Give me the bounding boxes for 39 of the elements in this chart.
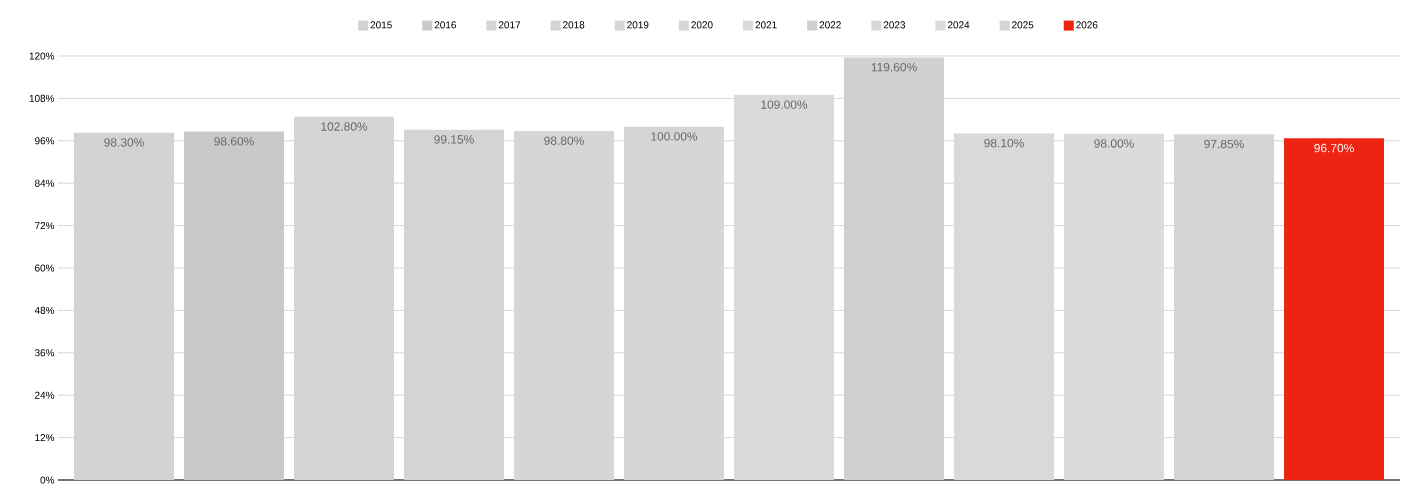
y-tick-label: 12% bbox=[35, 434, 55, 442]
legend-label: 2022 bbox=[819, 21, 841, 29]
legend-label: 2025 bbox=[1012, 21, 1034, 29]
data-label: 119.60% bbox=[871, 62, 917, 72]
y-tick-label: 96% bbox=[35, 137, 55, 145]
legend-label: 2019 bbox=[627, 21, 649, 29]
data-label: 109.00% bbox=[761, 100, 808, 109]
data-label: 98.80% bbox=[544, 136, 584, 145]
data-label: 100.00% bbox=[651, 132, 698, 141]
legend-label: 2016 bbox=[434, 21, 456, 29]
y-tick-label: 108% bbox=[29, 94, 55, 102]
data-label: 98.60% bbox=[214, 137, 254, 146]
bar bbox=[734, 94, 835, 480]
y-tick-label: 24% bbox=[35, 391, 55, 399]
data-label: 97.85% bbox=[1204, 139, 1244, 149]
legend-label: 2024 bbox=[947, 21, 970, 29]
legend-label: 2017 bbox=[498, 21, 521, 29]
data-label: 102.80% bbox=[321, 122, 368, 131]
y-tick-label: 60% bbox=[35, 264, 55, 272]
legend-label: 2018 bbox=[563, 21, 585, 29]
y-tick-label: 120% bbox=[29, 52, 55, 60]
y-tick-label: 84% bbox=[34, 179, 55, 187]
data-label: 96.70% bbox=[1314, 143, 1354, 153]
legend-label: 2026 bbox=[1076, 21, 1098, 29]
data-label: 98.00% bbox=[1094, 139, 1134, 148]
legend-label: 2015 bbox=[370, 21, 392, 29]
data-label: 99.15% bbox=[434, 135, 474, 144]
legend-label: 2020 bbox=[691, 21, 713, 29]
y-tick-label: 36% bbox=[34, 349, 55, 357]
y-tick-label: 0% bbox=[40, 476, 55, 484]
y-tick-label: 72% bbox=[35, 222, 55, 230]
legend-label: 2023 bbox=[883, 21, 906, 29]
bar bbox=[954, 133, 1055, 480]
data-label: 98.30% bbox=[104, 138, 144, 147]
bar bbox=[1284, 138, 1385, 480]
legend-label: 2021 bbox=[755, 21, 777, 29]
bar bbox=[1064, 133, 1165, 480]
y-tick-label: 48% bbox=[34, 306, 55, 314]
data-label: 98.10% bbox=[984, 138, 1024, 148]
